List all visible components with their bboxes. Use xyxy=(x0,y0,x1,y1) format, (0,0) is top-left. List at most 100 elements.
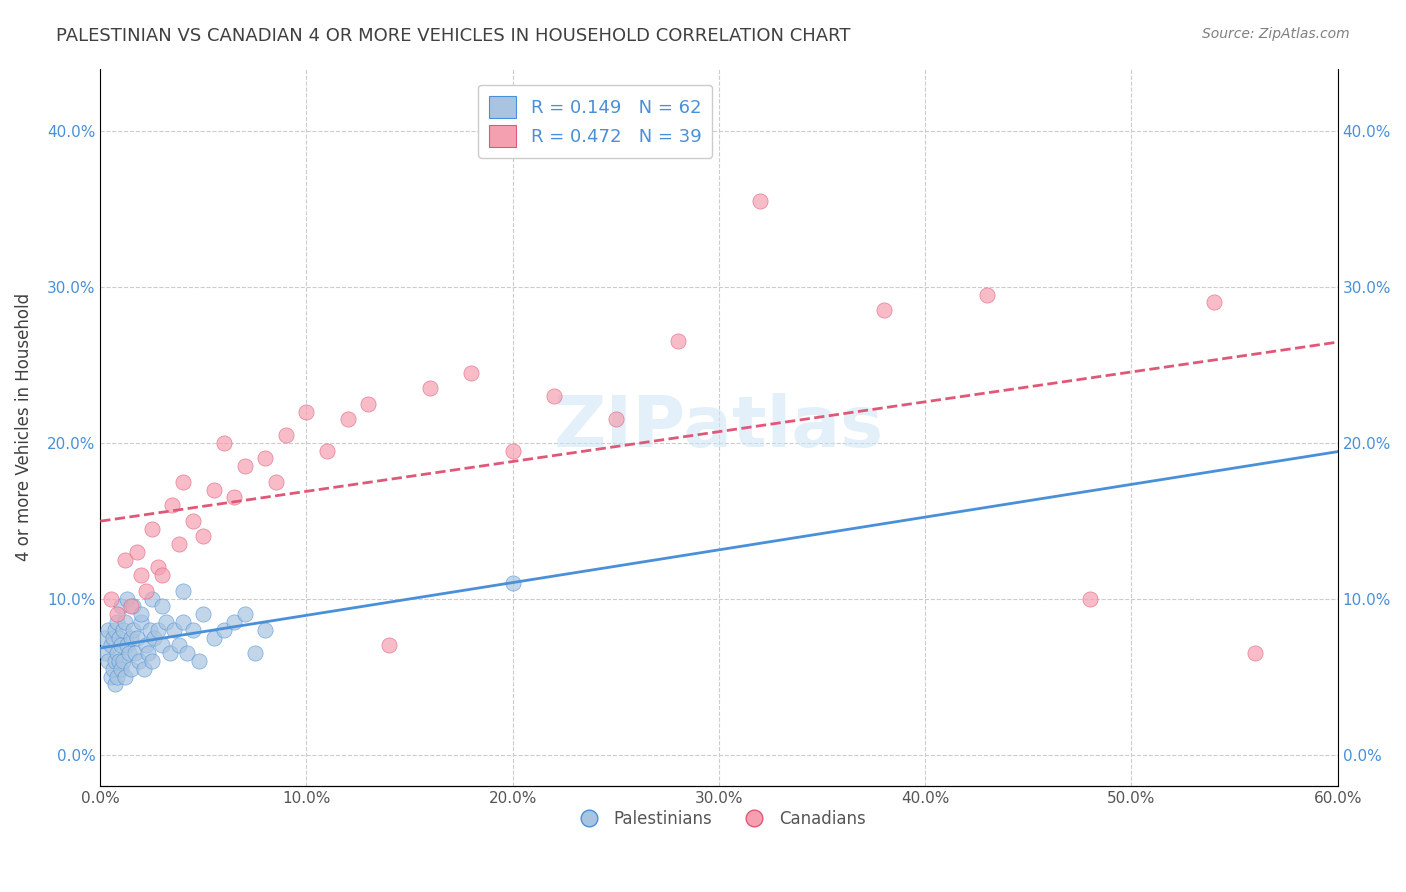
Point xyxy=(150,639,173,653)
Point xyxy=(1244,646,1267,660)
Point xyxy=(162,498,184,512)
Point xyxy=(605,412,627,426)
Point xyxy=(105,607,128,622)
Point xyxy=(128,654,150,668)
Point xyxy=(295,404,318,418)
Point xyxy=(135,583,157,598)
Point xyxy=(101,662,124,676)
Point xyxy=(110,599,132,614)
Point xyxy=(136,646,159,660)
Point xyxy=(108,654,131,668)
Point xyxy=(181,514,204,528)
Point xyxy=(1202,295,1225,310)
Point xyxy=(336,412,359,426)
Point xyxy=(176,646,198,660)
Y-axis label: 4 or more Vehicles in Household: 4 or more Vehicles in Household xyxy=(15,293,32,561)
Point xyxy=(155,615,177,629)
Point xyxy=(163,623,186,637)
Point xyxy=(105,615,128,629)
Point xyxy=(316,443,339,458)
Point xyxy=(224,491,246,505)
Point xyxy=(976,287,998,301)
Text: PALESTINIAN VS CANADIAN 4 OR MORE VEHICLES IN HOUSEHOLD CORRELATION CHART: PALESTINIAN VS CANADIAN 4 OR MORE VEHICL… xyxy=(56,27,851,45)
Point xyxy=(159,646,181,660)
Point xyxy=(131,568,153,582)
Point xyxy=(172,615,194,629)
Point xyxy=(150,599,173,614)
Point xyxy=(502,443,524,458)
Point xyxy=(254,451,277,466)
Point xyxy=(97,623,120,637)
Point xyxy=(132,662,155,676)
Text: Source: ZipAtlas.com: Source: ZipAtlas.com xyxy=(1202,27,1350,41)
Point xyxy=(131,615,153,629)
Point xyxy=(141,521,163,535)
Point xyxy=(167,537,190,551)
Text: ZIPatlas: ZIPatlas xyxy=(554,392,884,462)
Point xyxy=(212,435,235,450)
Point xyxy=(193,607,215,622)
Point xyxy=(118,646,141,660)
Point xyxy=(93,631,115,645)
Point xyxy=(104,654,127,668)
Point xyxy=(105,646,128,660)
Point xyxy=(142,631,165,645)
Point xyxy=(224,615,246,629)
Point xyxy=(543,389,565,403)
Point xyxy=(1078,591,1101,606)
Point xyxy=(188,654,211,668)
Point xyxy=(141,654,163,668)
Point xyxy=(146,560,169,574)
Point xyxy=(150,568,173,582)
Point xyxy=(124,646,146,660)
Point xyxy=(139,623,162,637)
Point xyxy=(110,662,132,676)
Point xyxy=(122,623,145,637)
Point xyxy=(114,615,136,629)
Point xyxy=(97,654,120,668)
Point xyxy=(115,639,138,653)
Point xyxy=(120,631,142,645)
Point xyxy=(357,397,380,411)
Point xyxy=(101,631,124,645)
Point xyxy=(110,639,132,653)
Point xyxy=(127,631,149,645)
Point xyxy=(202,483,225,497)
Point xyxy=(105,670,128,684)
Point xyxy=(120,599,142,614)
Point xyxy=(264,475,287,489)
Point xyxy=(274,428,297,442)
Point xyxy=(172,475,194,489)
Point xyxy=(172,583,194,598)
Point xyxy=(100,591,122,606)
Legend: Palestinians, Canadians: Palestinians, Canadians xyxy=(565,804,873,835)
Point xyxy=(167,639,190,653)
Point xyxy=(181,623,204,637)
Point xyxy=(100,670,122,684)
Point xyxy=(96,646,118,660)
Point xyxy=(378,639,401,653)
Point xyxy=(114,552,136,566)
Point xyxy=(135,639,157,653)
Point xyxy=(146,623,169,637)
Point xyxy=(193,529,215,543)
Point xyxy=(254,623,277,637)
Point xyxy=(111,654,134,668)
Point xyxy=(502,576,524,591)
Point xyxy=(114,670,136,684)
Point xyxy=(104,677,127,691)
Point xyxy=(120,662,142,676)
Point xyxy=(127,545,149,559)
Point xyxy=(233,459,256,474)
Point xyxy=(111,623,134,637)
Point xyxy=(666,334,689,349)
Point xyxy=(202,631,225,645)
Point xyxy=(108,631,131,645)
Point xyxy=(460,366,482,380)
Point xyxy=(749,194,772,208)
Point xyxy=(100,639,122,653)
Point xyxy=(212,623,235,637)
Point xyxy=(122,599,145,614)
Point xyxy=(873,303,896,318)
Point xyxy=(243,646,266,660)
